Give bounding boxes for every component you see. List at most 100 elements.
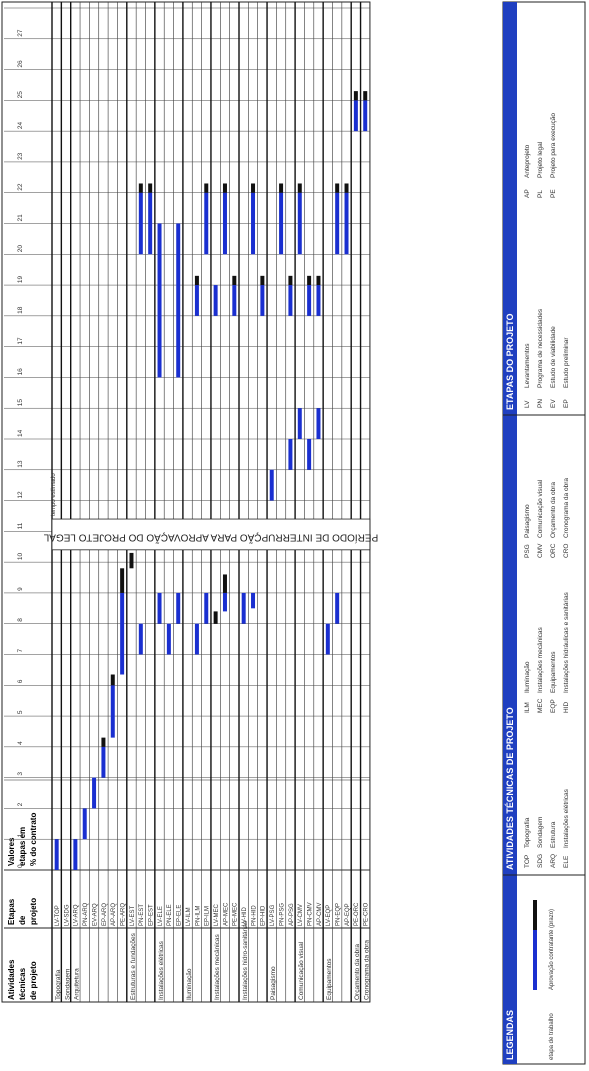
work-stage-bar bbox=[335, 192, 340, 255]
work-stage-bar bbox=[251, 592, 256, 609]
work-stage-bar bbox=[157, 223, 162, 378]
approval-bar bbox=[232, 275, 237, 286]
work-stage-bar bbox=[54, 839, 59, 870]
activity-label: Iluminação bbox=[186, 968, 193, 1000]
work-stage-bar bbox=[73, 839, 78, 870]
stage-code-label: LV-MEC bbox=[214, 903, 220, 926]
work-stage-bar bbox=[307, 285, 312, 316]
stage-code-label: LV-HID bbox=[242, 906, 248, 926]
activity-name: Iluminação bbox=[524, 661, 531, 693]
stage-code-label: PE-MEC bbox=[233, 902, 239, 926]
day-label: 7 bbox=[17, 649, 24, 653]
day-label: 1 bbox=[17, 833, 24, 837]
activity-name: Estrutura bbox=[550, 821, 557, 848]
stage-code-label: LV-ARQ bbox=[74, 904, 80, 926]
activity-code: SDG bbox=[537, 854, 544, 868]
approval-bar bbox=[194, 275, 199, 286]
activity-code: ILM bbox=[524, 702, 531, 713]
work-stage-bar bbox=[325, 623, 330, 655]
activity-code: EQP bbox=[550, 699, 557, 713]
header-activity-label: Atividades bbox=[7, 959, 16, 1000]
activity-label: Cronograma da obra bbox=[364, 940, 371, 1000]
stage-code: EV bbox=[550, 399, 557, 408]
stage-code-label: PN-ARQ bbox=[83, 902, 89, 926]
day-label: 25 bbox=[17, 91, 24, 99]
activity-label: Orçamento da obra bbox=[354, 944, 361, 1000]
approval-bar bbox=[204, 183, 209, 193]
stage-name: Programa de necessidades bbox=[537, 308, 544, 388]
header-stage-label: Etapas bbox=[7, 898, 16, 925]
legend-title: LEGENDAS bbox=[505, 1010, 515, 1060]
day-label: 11 bbox=[17, 522, 24, 529]
day-label: 6 bbox=[17, 679, 24, 683]
activity-code: ORC bbox=[550, 543, 557, 558]
work-stage-bar bbox=[241, 592, 246, 624]
work-stage-bar bbox=[279, 192, 284, 255]
stage-code-label: PN-CMV bbox=[307, 902, 313, 926]
activity-name: Comunicação visual bbox=[537, 479, 544, 538]
stage-code-label: PN-HID bbox=[251, 905, 257, 926]
work-stage-bar bbox=[176, 223, 181, 378]
stage-code-label: LV-EQP bbox=[326, 905, 332, 926]
stage-code: LV bbox=[524, 400, 531, 408]
stage-code-label: PE-CRO bbox=[364, 902, 370, 926]
stage-code-label: AP-MEC bbox=[223, 902, 229, 926]
approval-bar bbox=[335, 183, 340, 193]
work-stage-bar bbox=[353, 100, 358, 132]
work-stage-bar bbox=[297, 408, 302, 439]
day-label: 22 bbox=[17, 183, 24, 191]
legend-black-label: Aprovação contratante (prazo) bbox=[549, 909, 555, 990]
header-activity-label: de projeto bbox=[29, 961, 38, 1000]
work-stage-bar bbox=[92, 777, 97, 809]
day-label: 9 bbox=[17, 587, 24, 591]
stage-code-label: LV-SDG bbox=[64, 904, 70, 926]
stage-code-label: AP-PSG bbox=[289, 903, 295, 926]
stage-code: EP bbox=[563, 399, 570, 408]
header-stage-label: projeto bbox=[29, 898, 38, 925]
work-stage-bar bbox=[288, 285, 293, 316]
stage-code-label: LV-CMV bbox=[298, 904, 304, 926]
day-label: 3 bbox=[17, 772, 24, 776]
day-label: 4 bbox=[17, 741, 24, 745]
approval-bar bbox=[148, 183, 153, 193]
stage-code-label: PN-EQP bbox=[336, 903, 342, 926]
activity-label: Equipamentos bbox=[326, 958, 333, 1000]
day-label: 15 bbox=[17, 399, 24, 407]
work-stage-bar bbox=[176, 592, 181, 624]
day-label: 18 bbox=[17, 306, 24, 314]
approval-bar bbox=[213, 611, 218, 624]
stages-title: ETAPAS DO PROJETO bbox=[505, 313, 515, 410]
stage-code: PN bbox=[537, 399, 544, 408]
day-label: 12 bbox=[17, 491, 24, 499]
work-stage-bar bbox=[138, 623, 143, 655]
header-activity-label: técnicas bbox=[18, 967, 27, 1000]
work-stage-bar bbox=[110, 685, 115, 738]
work-stage-bar bbox=[344, 192, 349, 255]
day-label: 16 bbox=[17, 368, 24, 376]
work-stage-bar bbox=[148, 192, 153, 255]
activity-name: Equipamentos bbox=[550, 651, 557, 693]
day-label: 14 bbox=[17, 429, 24, 437]
activity-label: Comunicação visual bbox=[298, 941, 305, 1000]
approval-bar bbox=[222, 183, 227, 193]
day-label: 17 bbox=[17, 337, 24, 345]
work-stage-bar bbox=[222, 592, 227, 612]
work-stage-bar bbox=[101, 746, 106, 778]
stage-code-label: LV-TOP bbox=[55, 905, 61, 926]
activity-label: Topografia bbox=[55, 969, 62, 1000]
approval-bar bbox=[120, 568, 125, 593]
work-stage-bar bbox=[316, 285, 321, 316]
legend-black-swatch bbox=[533, 900, 537, 930]
work-stage-bar bbox=[335, 592, 340, 624]
day-label: 26 bbox=[17, 60, 24, 68]
activity-name: Instalações hidráulicas e sanitárias bbox=[563, 591, 570, 693]
stage-code-label: PN-PSG bbox=[279, 903, 285, 926]
stage-code-label: EP-EST bbox=[149, 904, 155, 926]
work-stage-bar bbox=[157, 592, 162, 624]
activity-label: Arquitetura bbox=[74, 968, 81, 1000]
stage-name: Levantamentos bbox=[524, 343, 531, 388]
work-stage-bar bbox=[120, 592, 125, 675]
activity-name: Cronograma da obra bbox=[563, 478, 570, 538]
